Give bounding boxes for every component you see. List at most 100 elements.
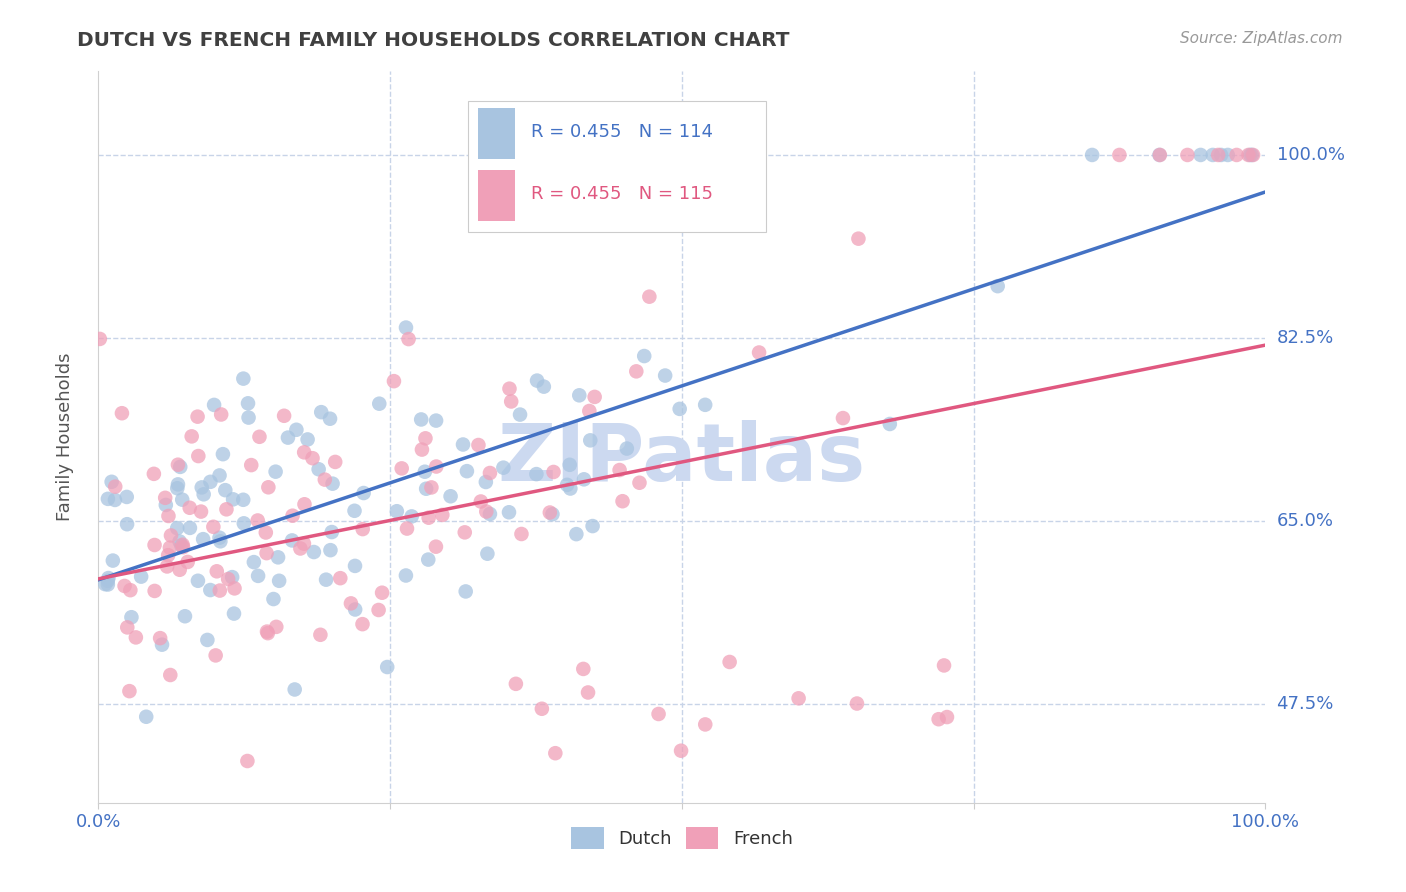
Point	[150, 638, 173, 652]
Point	[224, 582, 246, 596]
Point	[1226, 148, 1249, 162]
Point	[382, 374, 405, 388]
Point	[160, 528, 183, 542]
Point	[321, 524, 343, 539]
Point	[1237, 148, 1260, 162]
Point	[425, 459, 447, 474]
Point	[97, 574, 120, 588]
Point	[115, 490, 138, 504]
Point	[246, 514, 269, 528]
Point	[221, 570, 243, 584]
Text: R = 0.455   N = 114: R = 0.455 N = 114	[531, 123, 713, 141]
Point	[425, 540, 447, 554]
Point	[1209, 148, 1232, 162]
Point	[509, 408, 531, 422]
Text: DUTCH VS FRENCH FAMILY HOUSEHOLDS CORRELATION CHART: DUTCH VS FRENCH FAMILY HOUSEHOLDS CORREL…	[77, 31, 790, 50]
Point	[395, 568, 418, 582]
Point	[166, 481, 188, 495]
Point	[294, 497, 316, 511]
Point	[367, 603, 389, 617]
Point	[172, 540, 194, 554]
Point	[475, 504, 498, 518]
Point	[526, 374, 548, 388]
Point	[576, 685, 599, 699]
Point	[368, 397, 391, 411]
Point	[1149, 148, 1171, 162]
Point	[257, 480, 280, 494]
Point	[420, 480, 443, 494]
Point	[117, 620, 139, 634]
Point	[266, 620, 288, 634]
Point	[238, 410, 260, 425]
Point	[375, 660, 398, 674]
Point	[157, 548, 180, 562]
Point	[89, 332, 111, 346]
Point	[254, 525, 277, 540]
Point	[156, 559, 179, 574]
Point	[209, 534, 232, 549]
Point	[1241, 148, 1264, 162]
Point	[413, 465, 436, 479]
Point	[319, 543, 342, 558]
Point	[302, 545, 325, 559]
Point	[928, 712, 950, 726]
Point	[439, 489, 461, 503]
Point	[638, 290, 661, 304]
Point	[179, 521, 201, 535]
Point	[167, 458, 190, 472]
Point	[415, 431, 437, 445]
Point	[498, 382, 520, 396]
Point	[97, 491, 120, 506]
Point	[114, 579, 136, 593]
Point	[470, 494, 492, 508]
Point	[581, 519, 603, 533]
Point	[256, 624, 278, 639]
Point	[101, 553, 124, 567]
Point	[285, 423, 308, 437]
Point	[195, 632, 218, 647]
Point	[208, 531, 231, 545]
Point	[654, 368, 676, 383]
Point	[277, 431, 299, 445]
Point	[451, 437, 474, 451]
Point	[418, 510, 440, 524]
Point	[159, 668, 181, 682]
Point	[478, 507, 501, 521]
Point	[936, 710, 959, 724]
Point	[104, 480, 127, 494]
Point	[323, 455, 346, 469]
Point	[526, 467, 548, 482]
Point	[190, 480, 212, 494]
Point	[538, 506, 561, 520]
Point	[555, 478, 578, 492]
Point	[120, 583, 142, 598]
Point	[236, 754, 259, 768]
Point	[200, 475, 222, 489]
Point	[135, 710, 157, 724]
Point	[111, 406, 134, 420]
Point	[187, 574, 209, 588]
Point	[262, 592, 284, 607]
Point	[848, 232, 870, 246]
Point	[143, 538, 166, 552]
Point	[191, 532, 214, 546]
Point	[284, 682, 307, 697]
Point	[616, 442, 638, 456]
Point	[558, 458, 581, 472]
Point	[247, 569, 270, 583]
Point	[205, 564, 228, 578]
Point	[209, 408, 232, 422]
Point	[172, 538, 194, 552]
Point	[208, 468, 231, 483]
Point	[155, 498, 177, 512]
Point	[256, 546, 278, 560]
Point	[172, 492, 194, 507]
Point	[202, 398, 225, 412]
Point	[647, 706, 669, 721]
Point	[319, 411, 342, 425]
Point	[343, 558, 366, 573]
Point	[1081, 148, 1104, 162]
Point	[456, 464, 478, 478]
Point	[142, 467, 165, 481]
Point	[628, 475, 651, 490]
